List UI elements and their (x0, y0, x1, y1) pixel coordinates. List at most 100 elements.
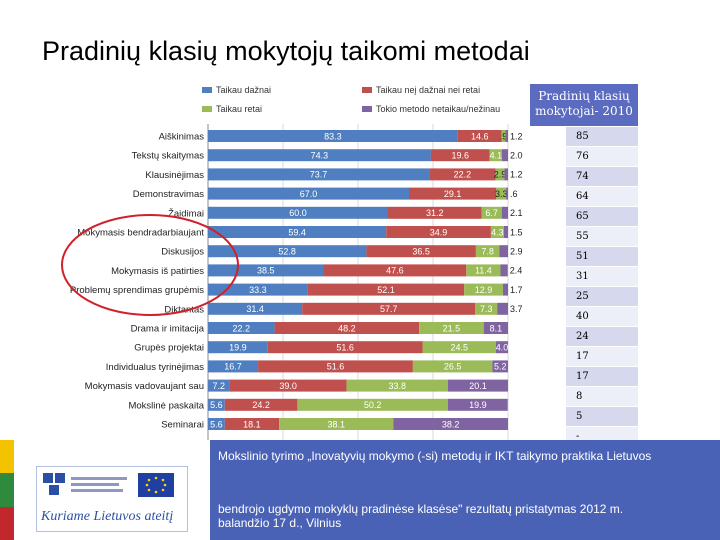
bar-4-3 (501, 206, 508, 219)
bar-11-3 (496, 341, 508, 354)
data-label-4-1: 31.2 (426, 208, 444, 218)
side-value-13: 8 (566, 386, 638, 407)
category-label-4: Žaidimai (168, 208, 204, 219)
data-label-5-0: 59.4 (288, 227, 306, 237)
category-label-6: Diskusijos (161, 247, 204, 258)
data-label-4-2: 6.7 (485, 208, 498, 218)
bar-3-1 (409, 187, 497, 200)
data-label-11-2: 24.5 (450, 343, 468, 353)
side-value-14: 5 (566, 406, 638, 427)
footer-line-1: Mokslinio tyrimo „Inovatyvių mokymo (-si… (218, 449, 652, 463)
data-label-4-3: 2.1 (510, 208, 523, 218)
category-label-3: Demonstravimas (133, 189, 205, 200)
bar-13-0 (208, 379, 230, 392)
bar-13-2 (346, 379, 448, 392)
category-label-9: Diktantas (164, 304, 204, 315)
category-label-13: Mokymasis vadovaujant sau (85, 381, 204, 392)
bar-0-1 (457, 130, 502, 142)
category-label-2: Klausinėjimas (145, 170, 204, 181)
data-label-15-0: 5.6 (210, 419, 223, 429)
bar-14-2 (297, 398, 448, 411)
data-label-14-0: 5.6 (210, 400, 223, 410)
category-label-1: Tekstų skaitymas (132, 151, 205, 162)
bar-7-1 (323, 264, 467, 277)
data-label-13-1: 39.0 (279, 381, 297, 391)
logo-motto: Kuriame Lietuvos ateitį (41, 509, 174, 524)
bar-14-0 (208, 398, 225, 411)
bar-5-2 (490, 226, 504, 238)
data-label-13-2: 33.8 (389, 381, 407, 391)
side-value-7: 31 (566, 266, 638, 287)
bar-9-0 (208, 302, 303, 315)
bar-12-2 (412, 360, 493, 373)
legend-swatch-3 (362, 106, 372, 112)
data-label-13-0: 7.2 (213, 381, 226, 391)
data-label-8-3: 1.7 (510, 285, 523, 295)
bar-5-3 (503, 226, 508, 238)
side-value-0: 85 (566, 127, 638, 147)
eu-flag-icon (138, 473, 174, 497)
data-label-3-2: 3.3 (495, 189, 508, 199)
data-label-5-3: 1.5 (510, 227, 523, 237)
bar-3-3 (506, 187, 508, 200)
bar-4-2 (481, 206, 502, 219)
data-label-11-3: 4.0 (496, 343, 509, 353)
side-table: 85 76 74 64 65 55 51 31 25 40 24 17 17 8… (566, 127, 638, 447)
bar-15-1 (224, 418, 280, 430)
data-label-0-1: 14.6 (471, 131, 489, 141)
bar-4-1 (388, 206, 482, 219)
flag-stripes (0, 440, 14, 540)
bar-14-3 (448, 398, 508, 411)
category-label-14: Mokslinė paskaita (128, 400, 204, 411)
data-label-8-2: 12.9 (475, 285, 493, 295)
bar-11-2 (422, 341, 496, 354)
data-label-5-1: 34.9 (430, 227, 448, 237)
data-label-1-1: 19.6 (452, 151, 470, 161)
data-label-2-3: 1.2 (510, 170, 523, 180)
data-label-8-1: 52.1 (377, 285, 395, 295)
bar-15-2 (279, 418, 394, 430)
data-label-15-1: 18.1 (243, 419, 261, 429)
side-value-6: 51 (566, 246, 638, 267)
category-label-0: Aiškinimas (159, 132, 205, 143)
bar-12-0 (208, 360, 259, 373)
data-label-9-0: 31.4 (246, 304, 264, 314)
stripe-green (0, 473, 14, 507)
bar-5-1 (386, 226, 491, 238)
footer-line-3: balandžio 17 d., Vilnius (218, 516, 342, 530)
bar-12-3 (492, 360, 508, 373)
stripe-red (0, 506, 14, 540)
side-value-9: 40 (566, 306, 638, 327)
page-title: Pradinių klasių mokytojų taikomi metodai (42, 36, 530, 66)
bar-14-1 (224, 398, 298, 411)
ministry-logo-icon (43, 473, 127, 495)
data-label-0-0: 83.3 (324, 131, 342, 141)
legend-label-3: Tokio metodo netaikau/nežinau (376, 104, 500, 114)
footer-bar (210, 440, 720, 540)
stacked-bar-chart: Taikau dažnai Taikau neį dažnai nei retai… (61, 85, 523, 440)
highlight-ellipse (61, 214, 239, 316)
legend-swatch-0 (202, 87, 212, 93)
bar-10-1 (274, 322, 420, 334)
bar-13-1 (229, 379, 347, 392)
legend-swatch-1 (362, 87, 372, 93)
data-label-1-3: 2.0 (510, 151, 523, 161)
bar-2-0 (208, 168, 430, 181)
footer-line-2: bendrojo ugdymo mokyklų pradinėse klasės… (218, 502, 624, 516)
bar-11-1 (267, 341, 423, 354)
data-label-5-2: 4.3 (491, 227, 504, 237)
bar-1-3 (502, 149, 508, 162)
bar-12-1 (258, 360, 413, 373)
legend-label-2: Taikau retai (216, 104, 262, 114)
bar-2-2 (495, 168, 505, 181)
bar-15-0 (208, 418, 225, 430)
bar-10-2 (419, 322, 484, 334)
data-label-7-0: 38.5 (257, 266, 275, 276)
bar-10-3 (483, 322, 508, 334)
data-label-11-0: 19.9 (229, 343, 247, 353)
category-label-8: Problemų sprendimas grupėmis (70, 285, 204, 296)
bar-13-3 (448, 379, 508, 392)
data-label-6-3: 2.9 (510, 247, 523, 257)
data-label-10-1: 48.2 (338, 323, 356, 333)
bar-0-0 (208, 130, 458, 142)
